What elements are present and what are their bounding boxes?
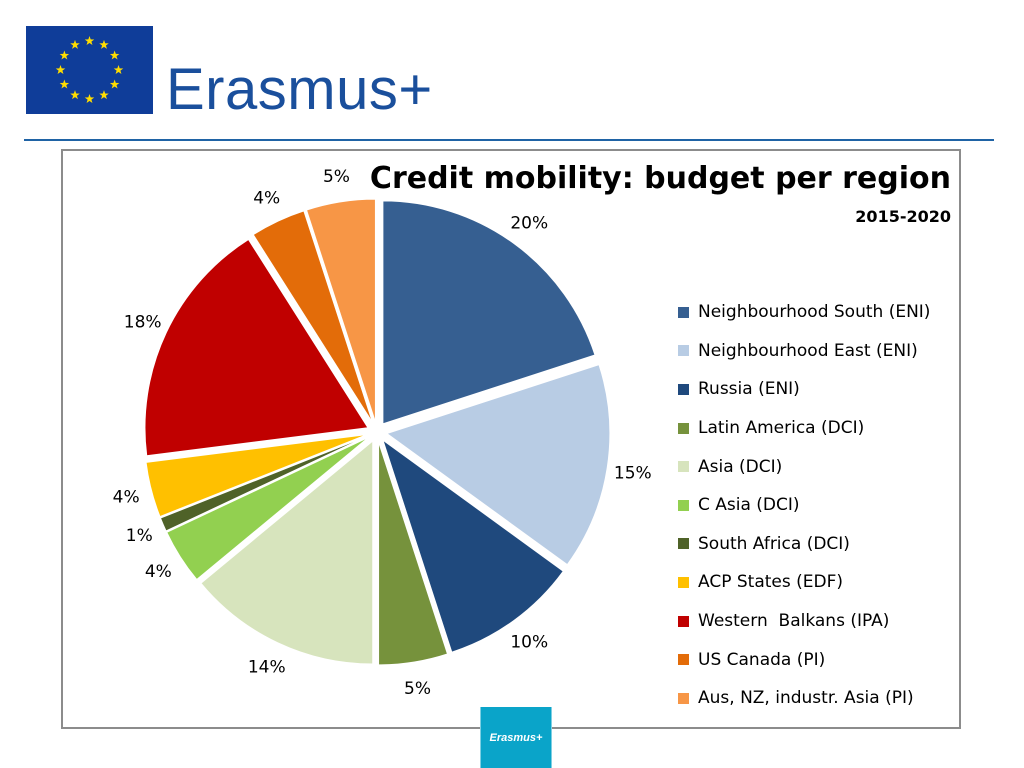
chart-title: Credit mobility: budget per region: [369, 161, 951, 196]
pie-slice: [252, 210, 374, 424]
pie-slice: [385, 364, 611, 566]
eu-flag-icon: [26, 26, 153, 114]
pie-data-label: 18%: [124, 313, 162, 333]
legend-swatch: [678, 538, 689, 550]
legend-item: Latin America (DCI): [678, 409, 930, 448]
legend-item: Aus, NZ, industr. Asia (PI): [678, 679, 930, 718]
eu-star-icon: [99, 90, 109, 100]
pie-slice: [145, 433, 368, 518]
eu-star-icon: [113, 65, 124, 75]
legend-item: US Canada (PI): [678, 640, 930, 679]
pie-slice: [378, 441, 449, 666]
legend-swatch: [678, 345, 689, 357]
pie-slice: [381, 438, 564, 653]
legend-swatch: [678, 654, 689, 666]
legend-item: Western Balkans (IPA): [678, 602, 930, 641]
pie-data-label: 5%: [404, 679, 431, 699]
erasmus-badge-text: Erasmus+: [489, 731, 543, 744]
chart-legend: Neighbourhood South (ENI) Neighbourhood E…: [678, 293, 930, 718]
chart-container: 20% 15% 10% 5% 14% 4% 1% 4% 18% 4% 5% Credit mobil…: [61, 149, 961, 729]
legend-label: Latin America (DCI): [698, 418, 865, 439]
legend-swatch: [678, 461, 689, 473]
pie-slice: [166, 436, 369, 581]
legend-swatch: [678, 576, 689, 588]
legend-item: ACP States (EDF): [678, 563, 930, 602]
eu-star-icon: [70, 39, 80, 49]
pie-slice: [200, 439, 374, 665]
legend-label: C Asia (DCI): [698, 495, 800, 516]
legend-label: Neighbourhood East (ENI): [698, 340, 918, 361]
header-divider: [24, 139, 994, 141]
legend-swatch: [678, 615, 689, 627]
legend-label: ACP States (EDF): [698, 572, 843, 593]
pie-data-label: 20%: [510, 213, 548, 233]
pie-chart: 20% 15% 10% 5% 14% 4% 1% 4% 18% 4% 5%: [113, 167, 652, 699]
legend-swatch: [678, 383, 689, 395]
pie-data-label: 4%: [253, 189, 280, 209]
pie-data-label: 4%: [113, 487, 140, 507]
pie-slice: [159, 435, 369, 532]
legend-label: Western Balkans (IPA): [698, 611, 890, 632]
pie-slice: [305, 198, 376, 423]
pie-data-label: 5%: [323, 167, 350, 187]
eu-star-icon: [84, 94, 95, 104]
legend-item: Russia (ENI): [678, 370, 930, 409]
legend-label: Aus, NZ, industr. Asia (PI): [698, 688, 914, 709]
eu-star-icon: [109, 50, 120, 60]
legend-item: Asia (DCI): [678, 447, 930, 486]
legend-swatch: [678, 422, 689, 434]
erasmus-badge: Erasmus+: [480, 707, 552, 768]
eu-star-icon: [84, 36, 95, 46]
legend-label: Neighbourhood South (ENI): [698, 302, 931, 323]
legend-item: Neighbourhood South (ENI): [678, 293, 930, 332]
eu-star-icon: [59, 79, 70, 89]
pie-slice: [382, 200, 596, 425]
pie-data-label: 1%: [126, 526, 153, 546]
eu-star-icon: [55, 65, 66, 75]
pie-slice: [144, 238, 369, 457]
legend-item: C Asia (DCI): [678, 486, 930, 525]
pie-data-label: 15%: [614, 464, 652, 484]
pie-data-label: 4%: [145, 562, 172, 582]
legend-label: Russia (ENI): [698, 379, 800, 400]
legend-swatch: [678, 692, 689, 704]
pie-data-label: 14%: [248, 657, 286, 677]
chart-subtitle: 2015-2020: [855, 207, 951, 226]
legend-item: Neighbourhood East (ENI): [678, 332, 930, 371]
legend-swatch: [678, 306, 689, 318]
legend-label: South Africa (DCI): [698, 533, 850, 554]
eu-star-icon: [70, 90, 80, 100]
eu-star-icon: [109, 79, 120, 89]
eu-star-icon: [59, 50, 70, 60]
legend-label: US Canada (PI): [698, 649, 826, 670]
legend-label: Asia (DCI): [698, 456, 783, 477]
pie-data-label: 10%: [510, 633, 548, 653]
legend-swatch: [678, 499, 689, 511]
eu-star-icon: [99, 39, 109, 49]
brand-title: Erasmus+: [166, 57, 433, 122]
legend-item: South Africa (DCI): [678, 525, 930, 564]
